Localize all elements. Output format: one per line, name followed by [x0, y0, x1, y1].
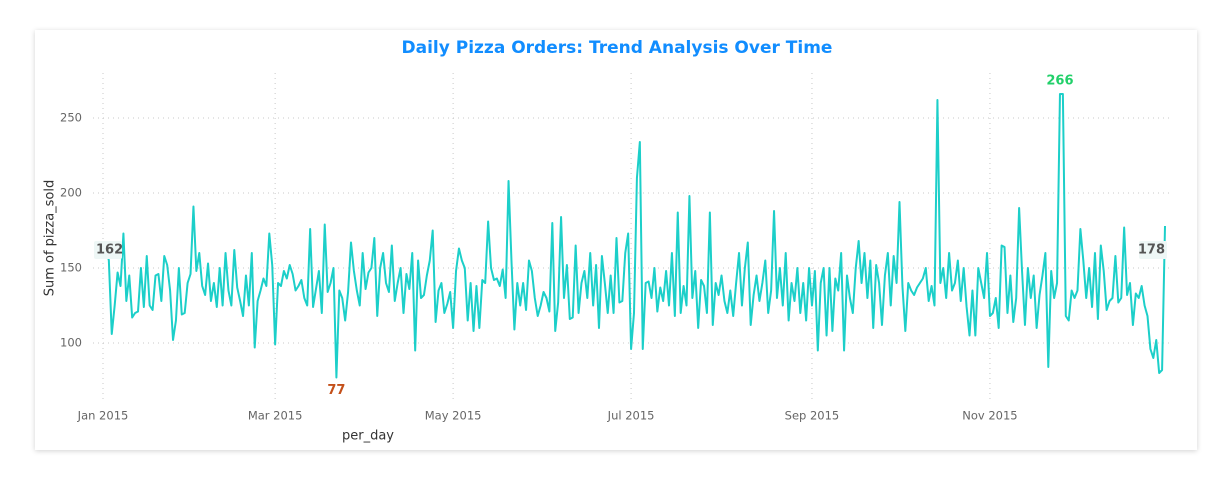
line [102, 93, 1166, 379]
x-tick-label: Nov 2015 [962, 409, 1017, 423]
x-tick-label: Jul 2015 [607, 409, 655, 423]
data-label: 77 [327, 383, 345, 398]
x-tick-label: May 2015 [425, 409, 482, 423]
y-tick-label: 200 [60, 186, 82, 200]
data-label-background [94, 241, 122, 259]
y-axis-title: Sum of pizza_sold [43, 180, 58, 297]
data-label: 162 [96, 243, 123, 258]
data-label: 178 [1138, 243, 1165, 258]
x-tick-label: Jan 2015 [77, 409, 129, 423]
data-label: 266 [1046, 74, 1073, 89]
y-tick-label: 150 [60, 261, 82, 275]
x-tick-label: Mar 2015 [248, 409, 303, 423]
chart-title: Daily Pizza Orders: Trend Analysis Over … [402, 38, 833, 58]
x-axis-title: per_day [342, 429, 394, 444]
x-tick-label: Sep 2015 [785, 409, 840, 423]
y-tick-label: 250 [60, 111, 82, 125]
y-tick-label: 100 [60, 336, 82, 350]
data-label-background [1139, 241, 1167, 259]
